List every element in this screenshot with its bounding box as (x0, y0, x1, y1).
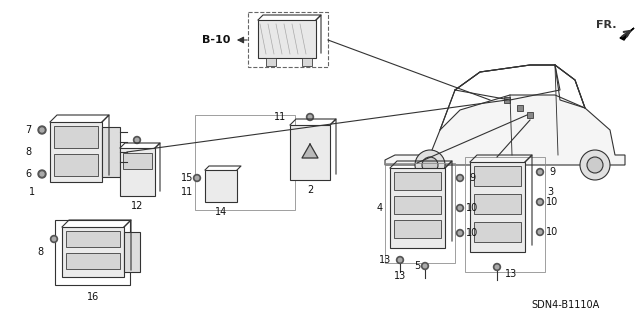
Circle shape (458, 176, 461, 180)
Text: 8: 8 (37, 247, 43, 257)
Text: B-10: B-10 (202, 35, 230, 45)
Bar (124, 232, 140, 272)
Bar (394, 220, 441, 238)
Circle shape (40, 172, 44, 176)
Text: 2: 2 (307, 185, 313, 195)
Polygon shape (385, 95, 625, 165)
Bar (205, 170, 237, 202)
Text: 13: 13 (394, 271, 406, 281)
Circle shape (51, 235, 58, 242)
Circle shape (495, 265, 499, 269)
Bar (66, 231, 120, 247)
Polygon shape (620, 28, 634, 40)
Bar (470, 162, 525, 252)
Bar (195, 115, 295, 210)
Circle shape (458, 206, 461, 210)
Circle shape (423, 264, 427, 268)
Circle shape (536, 168, 543, 175)
Text: 11: 11 (181, 187, 193, 197)
Text: SDN4-B1110A: SDN4-B1110A (531, 300, 599, 310)
Bar (258, 20, 316, 58)
Bar (50, 122, 102, 182)
Bar (474, 166, 521, 186)
Circle shape (38, 126, 46, 134)
Circle shape (195, 176, 199, 180)
Circle shape (193, 174, 200, 182)
Bar (385, 163, 455, 263)
Circle shape (536, 198, 543, 205)
Text: 9: 9 (469, 173, 475, 183)
Text: 6: 6 (25, 169, 31, 179)
Circle shape (456, 204, 463, 211)
Circle shape (580, 150, 610, 180)
Bar (54, 154, 98, 176)
Circle shape (458, 231, 461, 235)
Circle shape (538, 230, 541, 234)
Text: 8: 8 (25, 147, 31, 157)
Bar (266, 58, 276, 66)
Bar (474, 222, 521, 242)
Text: 1: 1 (29, 187, 35, 197)
Text: 10: 10 (466, 203, 478, 213)
Bar (394, 196, 441, 214)
Bar (123, 153, 152, 169)
Bar (474, 194, 521, 214)
Text: 16: 16 (87, 292, 99, 302)
Text: 3: 3 (547, 187, 553, 197)
Circle shape (456, 174, 463, 182)
Circle shape (398, 258, 402, 262)
Text: 5: 5 (414, 261, 420, 271)
Circle shape (415, 150, 445, 180)
Circle shape (493, 263, 500, 271)
Circle shape (422, 263, 429, 270)
Circle shape (397, 256, 403, 263)
Bar (390, 168, 445, 248)
Bar (527, 112, 533, 118)
Circle shape (134, 137, 141, 144)
Text: 7: 7 (25, 125, 31, 135)
Circle shape (307, 114, 314, 121)
Text: 9: 9 (549, 167, 555, 177)
Circle shape (40, 128, 44, 132)
Circle shape (456, 229, 463, 236)
Bar (394, 172, 441, 190)
Circle shape (538, 200, 541, 204)
Circle shape (308, 115, 312, 119)
Bar (517, 105, 523, 111)
Bar (66, 253, 120, 269)
Bar (62, 227, 124, 277)
Text: 13: 13 (379, 255, 391, 265)
Circle shape (422, 157, 438, 173)
Circle shape (536, 228, 543, 235)
Text: 15: 15 (181, 173, 193, 183)
Circle shape (38, 170, 46, 178)
Circle shape (135, 138, 139, 142)
Bar (465, 157, 545, 272)
Circle shape (52, 237, 56, 241)
Text: 4: 4 (377, 203, 383, 213)
Circle shape (538, 170, 541, 174)
Bar (290, 125, 330, 180)
Polygon shape (302, 144, 318, 158)
Bar (302, 58, 312, 66)
Text: 14: 14 (215, 207, 227, 217)
Bar (102, 127, 120, 177)
Bar (55, 220, 130, 285)
Text: 10: 10 (546, 227, 558, 237)
Text: 11: 11 (274, 112, 286, 122)
Bar (54, 126, 98, 148)
Text: 10: 10 (466, 228, 478, 238)
Bar (120, 148, 155, 196)
Text: FR.: FR. (596, 20, 616, 30)
Text: 12: 12 (131, 201, 143, 211)
Bar (248, 12, 328, 67)
Bar (504, 97, 510, 103)
Circle shape (587, 157, 603, 173)
Text: 13: 13 (505, 269, 517, 279)
Text: 10: 10 (546, 197, 558, 207)
